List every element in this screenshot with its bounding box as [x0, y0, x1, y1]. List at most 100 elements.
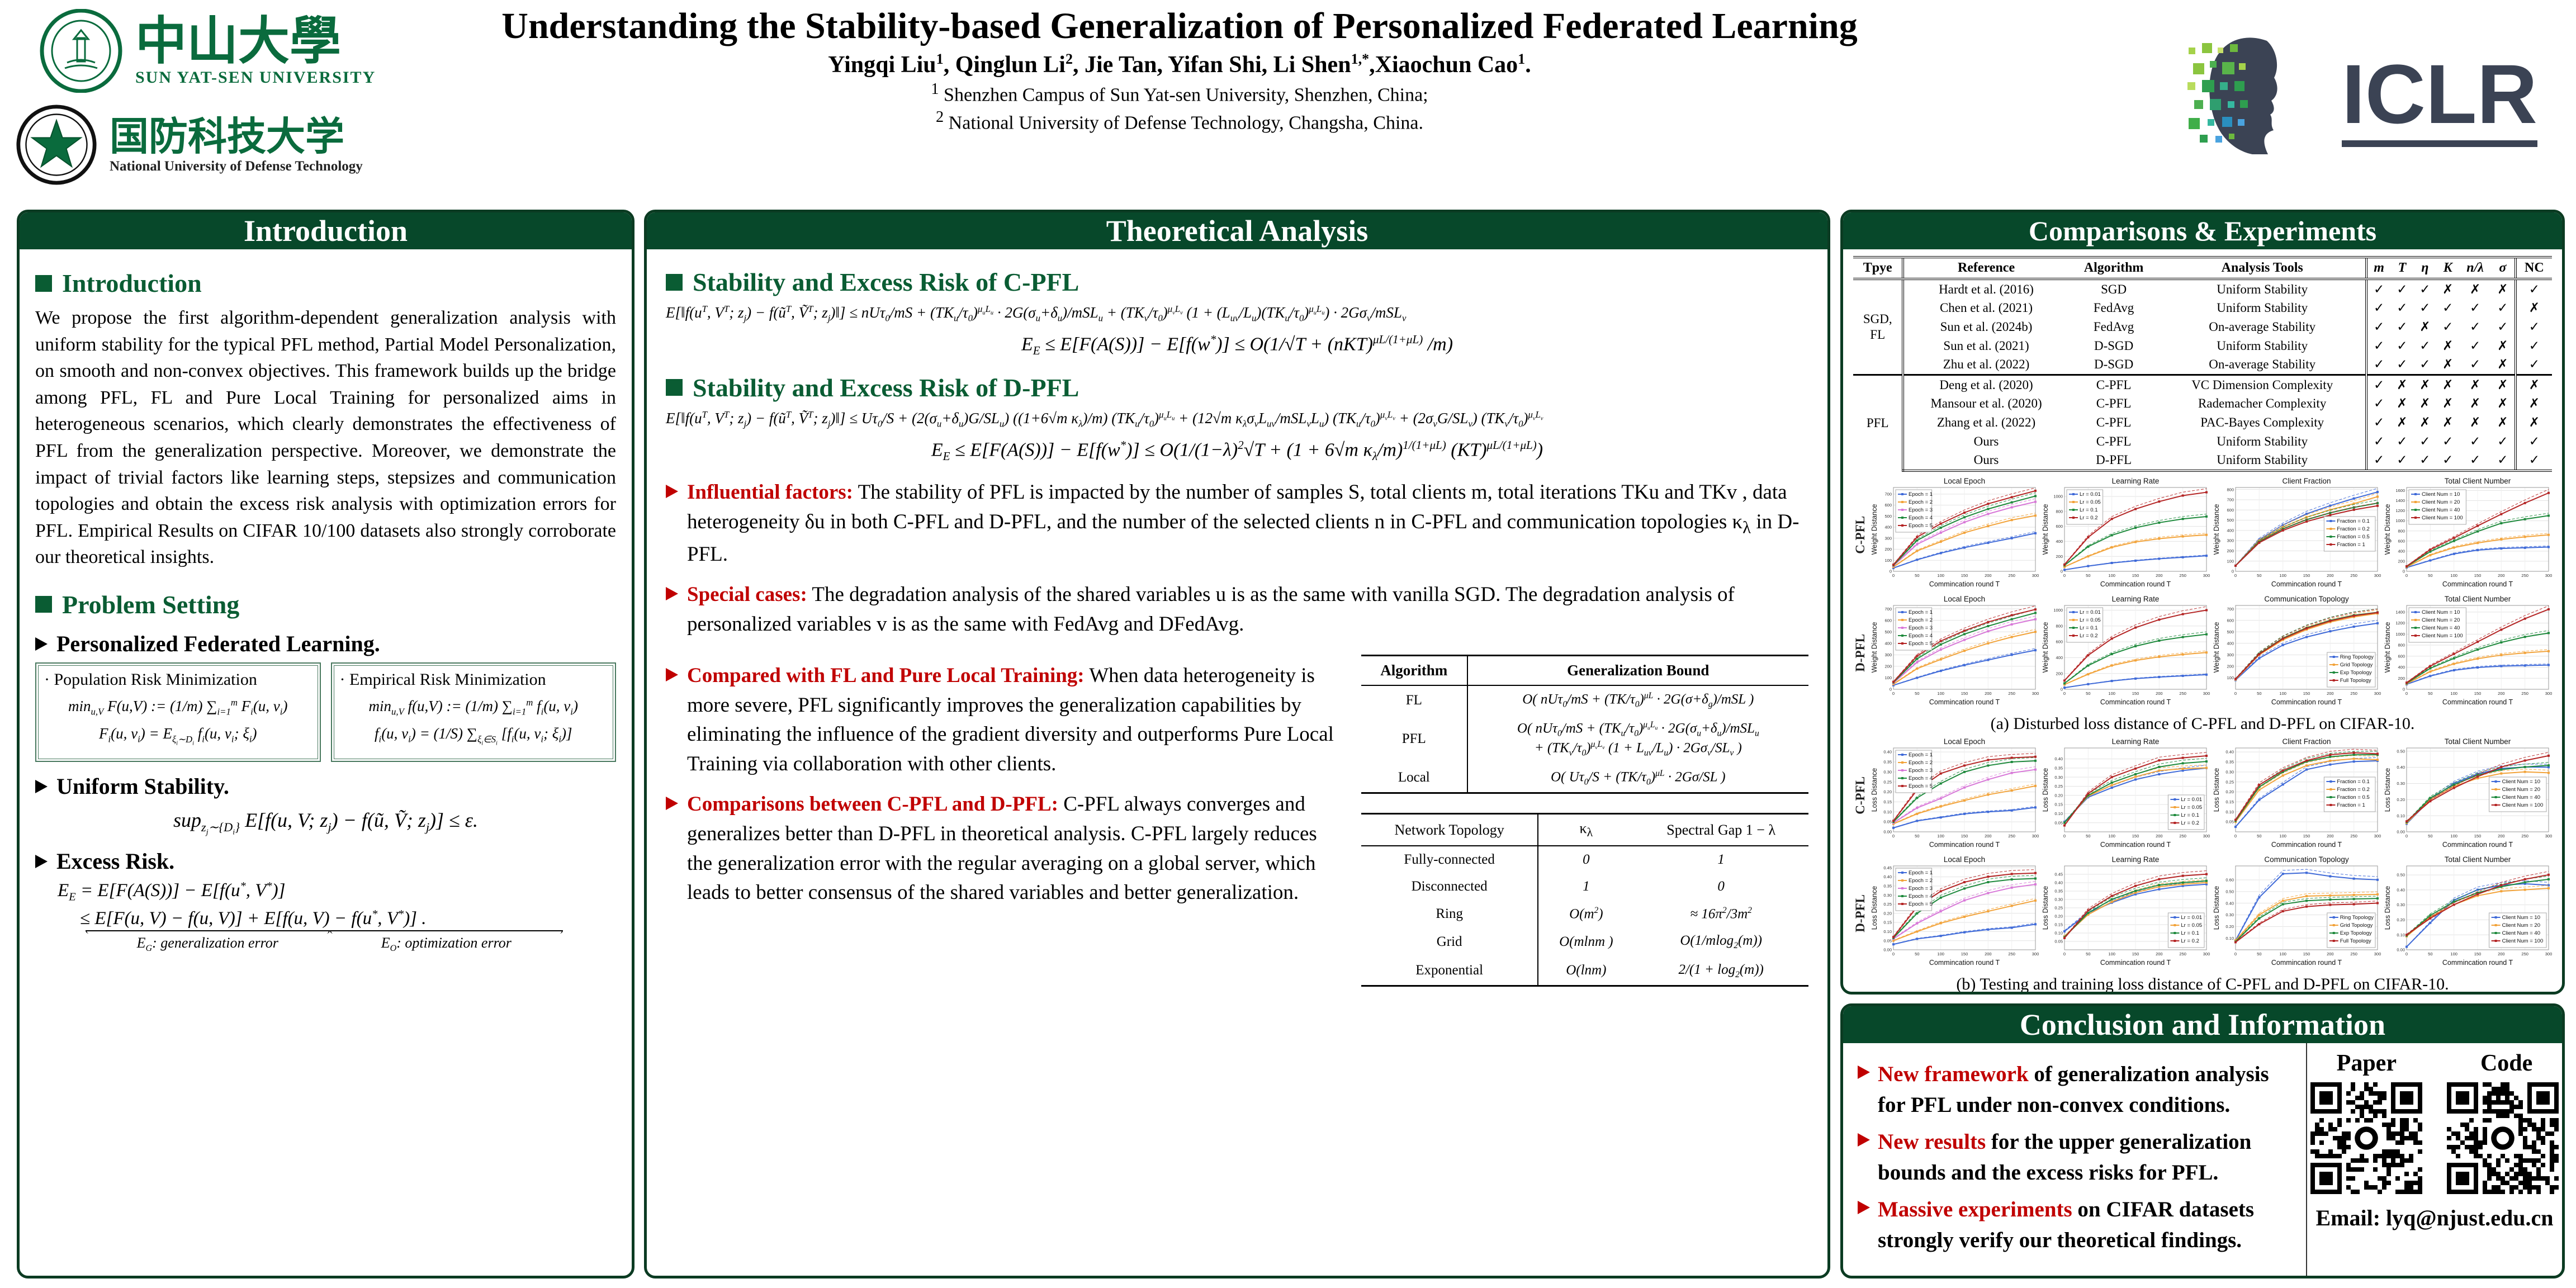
svg-text:250: 250 — [2008, 834, 2015, 839]
square-bullet-icon — [666, 379, 683, 396]
svg-text:Commincation round T: Commincation round T — [1929, 959, 2000, 967]
svg-text:Fraction = 1: Fraction = 1 — [2337, 802, 2365, 808]
svg-text:200: 200 — [2227, 664, 2234, 669]
svg-text:Epoch = 2: Epoch = 2 — [1909, 617, 1933, 623]
table-row: Mansour et al. (2020) C-PFL Rademacher Com… — [1853, 394, 2552, 413]
column-header: Tpye — [1853, 256, 1903, 280]
svg-text:50: 50 — [2428, 573, 2432, 578]
svg-text:Loss Distance: Loss Distance — [1871, 886, 1878, 930]
svg-text:0: 0 — [2234, 951, 2237, 956]
excess-risk-formula-line1: EE = E[F(A(S))] − E[f(u*, V*)] — [58, 879, 286, 903]
svg-text:0.10: 0.10 — [2397, 932, 2405, 937]
svg-text:300: 300 — [2203, 573, 2210, 578]
svg-text:Fraction = 0.2: Fraction = 0.2 — [2337, 787, 2369, 793]
theory-panel-title: Theoretical Analysis — [647, 212, 1827, 249]
svg-text:50: 50 — [1915, 691, 1919, 696]
svg-text:Local Epoch: Local Epoch — [1944, 595, 1985, 603]
svg-text:Learning Rate: Learning Rate — [2112, 855, 2160, 864]
bullet-text: Massive experiments on CIFAR datasets st… — [1878, 1197, 2255, 1252]
svg-text:150: 150 — [2132, 951, 2139, 956]
svg-text:100: 100 — [1937, 691, 1944, 696]
svg-text:300: 300 — [2545, 951, 2552, 956]
svg-text:0.40: 0.40 — [2397, 765, 2405, 770]
mini-chart-svg: 0.00 0.10 0.20 0.30 0.40 0.50 0 50 100 150 200 250 3… — [2384, 854, 2552, 970]
svg-text:300: 300 — [2374, 834, 2381, 839]
svg-text:Epoch = 5: Epoch = 5 — [1909, 783, 1933, 789]
svg-text:Client Num = 40: Client Num = 40 — [2422, 507, 2460, 513]
svg-text:0.10: 0.10 — [1883, 929, 1892, 934]
svg-text:100: 100 — [2108, 834, 2115, 839]
poster-title: Understanding the Stability-based Genera… — [501, 6, 1858, 46]
svg-text:Commincation round T: Commincation round T — [2100, 841, 2171, 849]
svg-text:400: 400 — [1884, 641, 1892, 646]
svg-text:0: 0 — [2405, 951, 2408, 956]
theory-bullets-bottom: Compared with FL and Pure Local Training… — [666, 650, 1347, 918]
svg-text:200: 200 — [2498, 691, 2505, 696]
theory-bullet: Special cases: The degradation analysis … — [666, 580, 1808, 639]
svg-text:Loss Distance: Loss Distance — [2213, 886, 2220, 930]
square-bullet-icon — [35, 596, 52, 613]
svg-text:300: 300 — [1884, 652, 1892, 657]
svg-text:0: 0 — [2063, 573, 2066, 578]
svg-text:500: 500 — [2227, 629, 2234, 634]
table-row: Ring O(m2) ≈ 16π2/3m2 — [1361, 900, 1808, 928]
mini-chart: 0 100 200 300 400 500 600 700 0 50 100 150 200 250 300… — [1871, 476, 2039, 594]
svg-text:250: 250 — [2179, 691, 2186, 696]
svg-text:Lr = 0.01: Lr = 0.01 — [2080, 491, 2101, 498]
svg-text:150: 150 — [1961, 691, 1968, 696]
svg-text:250: 250 — [2521, 573, 2528, 578]
uniform-stability-formula: supzj∼{Di} E[f(u, V; zj) − f(ũ, Ṽ; zj)] … — [173, 809, 478, 836]
poster-authors: Yingqi Liu1, Qinglun Li2, Jie Tan, Yifan… — [828, 51, 1531, 78]
svg-text:Epoch = 5: Epoch = 5 — [1909, 523, 1933, 529]
svg-text:300: 300 — [2545, 573, 2552, 578]
svg-text:150: 150 — [2132, 573, 2139, 578]
chart-row-label: C-PFL — [1853, 776, 1867, 815]
svg-text:600: 600 — [2227, 618, 2234, 623]
svg-text:0.40: 0.40 — [1883, 749, 1892, 754]
mini-chart-svg: 0 100 200 300 400 500 600 700 0 50 100 150 200 250 300… — [1871, 594, 2039, 709]
theory-bullet: Comparisons between C-PFL and D-PFL: C-P… — [666, 790, 1347, 907]
svg-text:100: 100 — [1884, 558, 1892, 563]
svg-text:Commincation round T: Commincation round T — [2271, 959, 2342, 967]
svg-text:250: 250 — [2008, 573, 2015, 578]
arrow-bullet-icon — [35, 780, 48, 794]
svg-text:Loss Distance: Loss Distance — [2042, 768, 2049, 812]
svg-text:Lr = 0.2: Lr = 0.2 — [2080, 515, 2097, 521]
nudt-logo: 国防科技大学 National University of Defense Te… — [16, 104, 363, 186]
svg-text:Lr = 0.2: Lr = 0.2 — [2181, 820, 2199, 826]
svg-text:0.15: 0.15 — [2225, 799, 2234, 804]
mini-chart: 0.05 0.10 0.15 0.20 0.25 0.30 0.35 0.40 0.45 0 50 1… — [2042, 854, 2210, 973]
svg-text:Client Num = 20: Client Num = 20 — [2422, 617, 2460, 623]
svg-text:0.20: 0.20 — [2054, 913, 2063, 918]
svg-text:100: 100 — [1937, 573, 1944, 578]
svg-text:200: 200 — [2156, 951, 2163, 956]
svg-text:Local Epoch: Local Epoch — [1944, 737, 1985, 746]
experiments-panel-title: Comparisons & Experiments — [1843, 212, 2562, 249]
svg-text:50: 50 — [2257, 951, 2261, 956]
svg-text:Commincation round T: Commincation round T — [2271, 698, 2342, 706]
theory-bullets-top: Influential factors: The stability of PF… — [666, 478, 1808, 639]
population-risk-box: · Population Risk Minimization minu,V F(… — [35, 662, 321, 763]
svg-text:0: 0 — [2405, 834, 2408, 839]
bullet-text: Influential factors: The stability of PF… — [687, 481, 1800, 566]
theory-tables: Algorithm Generalization Bound FL O( nUτ0/m… — [1361, 650, 1808, 987]
svg-text:Grid Topology: Grid Topology — [2340, 662, 2373, 668]
table-row: PFL O( nUτ0/mS + (TKu/τ0)μuLu · 2G(σu+δu)… — [1361, 714, 1808, 764]
intro-paragraph: We propose the first algorithm-dependent… — [35, 307, 616, 568]
mini-chart: 0 100 200 300 400 500 600 700 0 50 100 150 200 250 300… — [1871, 594, 2039, 712]
svg-text:Commincation round T: Commincation round T — [2100, 959, 2171, 967]
svg-text:0.20: 0.20 — [1883, 789, 1892, 794]
table-row: SGD, FL Hardt et al. (2016) SGD Uniform Stab… — [1853, 278, 2552, 342]
bullet-text: Compared with FL and Pure Local Training… — [687, 664, 1334, 775]
svg-text:Client Num = 10: Client Num = 10 — [2502, 915, 2540, 921]
svg-text:150: 150 — [2474, 834, 2482, 839]
table-row: PFL Deng et al. (2020) C-PFL VC Dimension C… — [1853, 373, 2552, 471]
svg-text:50: 50 — [2257, 573, 2261, 578]
svg-text:Lr = 0.01: Lr = 0.01 — [2181, 915, 2202, 921]
svg-text:800: 800 — [2227, 487, 2234, 492]
svg-text:0.20: 0.20 — [2054, 793, 2063, 798]
svg-text:Commincation round T: Commincation round T — [1929, 580, 2000, 588]
svg-text:200: 200 — [2056, 554, 2063, 559]
svg-text:100: 100 — [2108, 951, 2115, 956]
svg-text:Lr = 0.05: Lr = 0.05 — [2080, 617, 2101, 623]
